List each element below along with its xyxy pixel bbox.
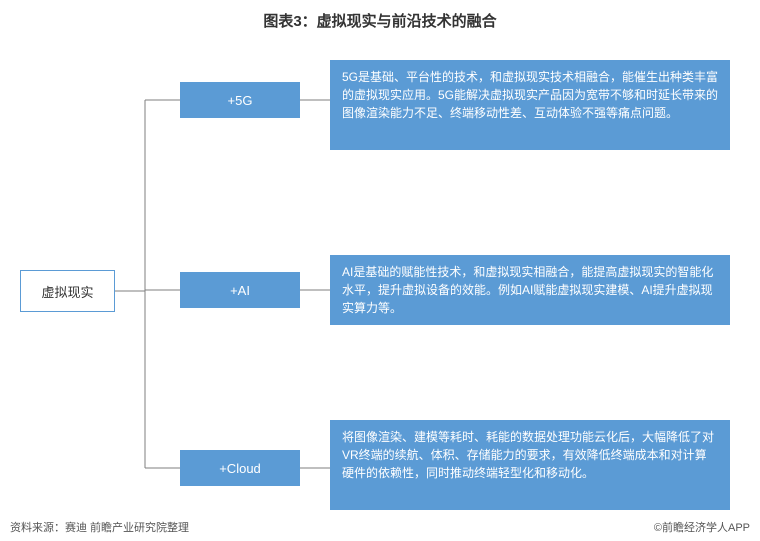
tech-node-cloud: +Cloud (180, 450, 300, 486)
desc-node-5g: 5G是基础、平台性的技术，和虚拟现实技术相融合，能催生出种类丰富的虚拟现实应用。… (330, 60, 730, 150)
tech-node-5g: +5G (180, 82, 300, 118)
tech-label: +Cloud (219, 461, 261, 476)
source-text: 资料来源：赛迪 前瞻产业研究院整理 (10, 519, 189, 535)
footer: 资料来源：赛迪 前瞻产业研究院整理 ©前瞻经济学人APP (10, 519, 750, 535)
desc-node-cloud: 将图像渲染、建模等耗时、耗能的数据处理功能云化后，大幅降低了对VR终端的续航、体… (330, 420, 730, 510)
root-label: 虚拟现实 (41, 282, 93, 301)
chart-title: 图表3：虚拟现实与前沿技术的融合 (0, 0, 760, 31)
desc-node-ai: AI是基础的赋能性技术，和虚拟现实相融合，能提高虚拟现实的智能化水平，提升虚拟设… (330, 255, 730, 325)
brand-text: ©前瞻经济学人APP (654, 519, 750, 535)
tech-label: +5G (228, 93, 253, 108)
tech-node-ai: +AI (180, 272, 300, 308)
root-node: 虚拟现实 (20, 270, 115, 312)
diagram-area: 虚拟现实 +5G +AI +Cloud 5G是基础、平台性的技术，和虚拟现实技术… (0, 40, 760, 510)
tech-label: +AI (230, 283, 250, 298)
